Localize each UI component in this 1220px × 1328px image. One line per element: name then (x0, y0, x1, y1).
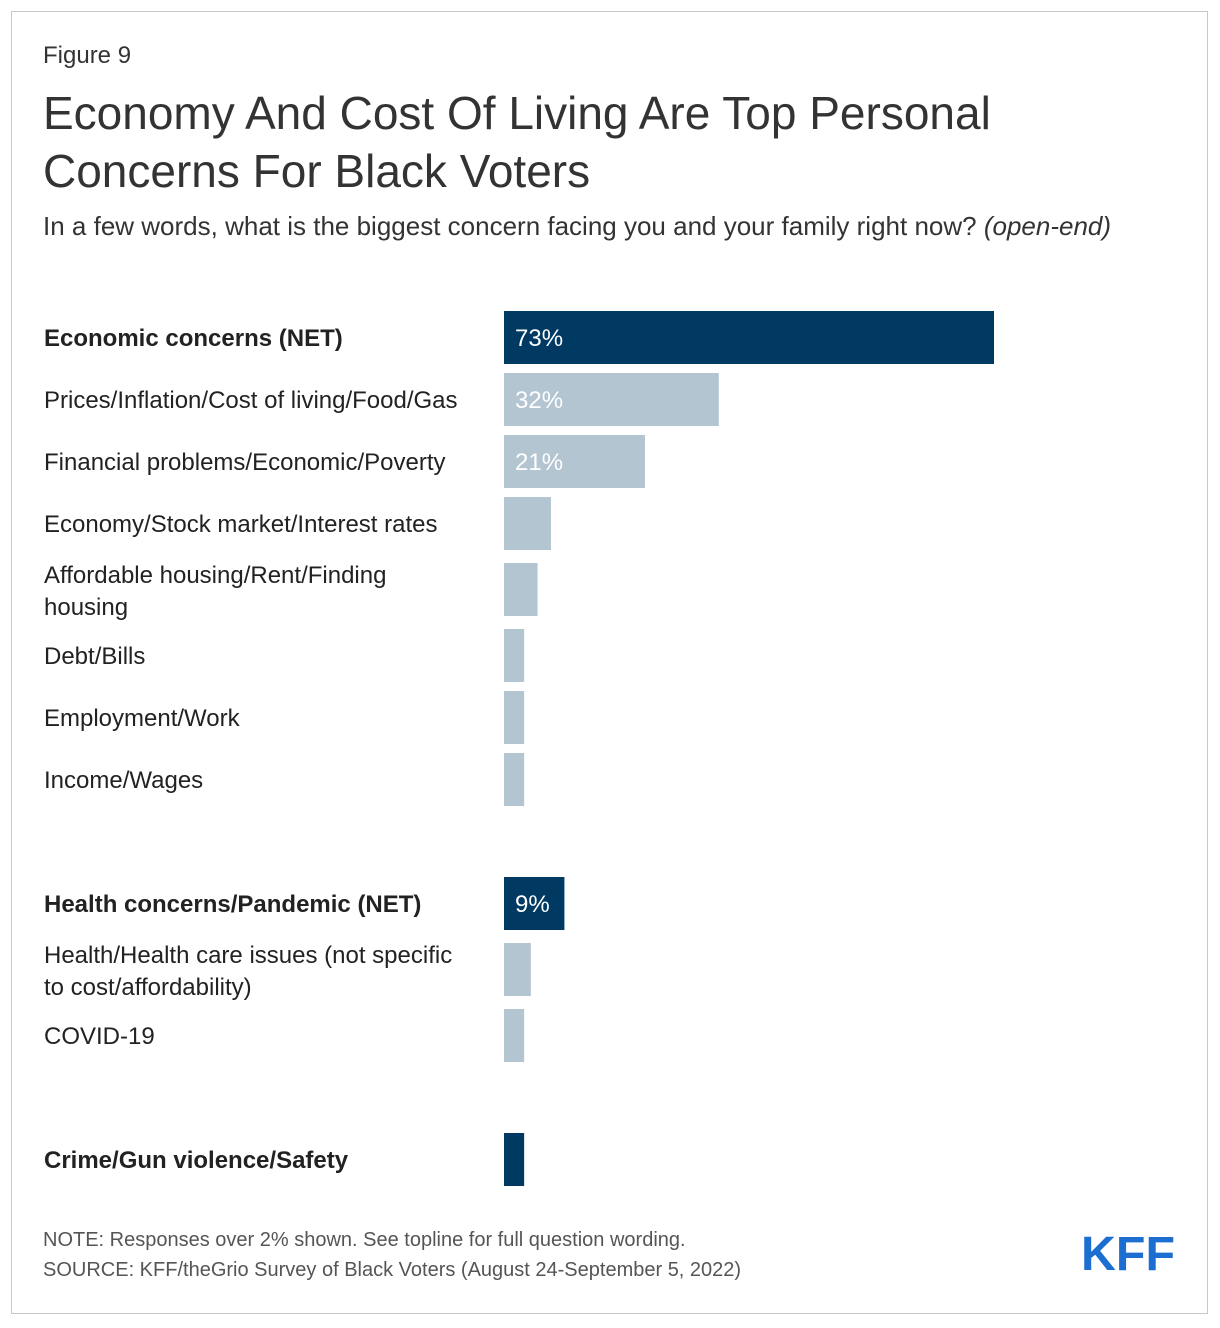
subtitle-open-end: (open-end) (983, 211, 1112, 241)
bar-net (504, 877, 565, 930)
bar (504, 943, 531, 996)
category-label: Economy/Stock market/Interest rates (44, 511, 437, 538)
kff-logo-text: KFF (1081, 1230, 1175, 1274)
bar (504, 373, 719, 426)
bar (504, 435, 645, 488)
category-label-net: Health concerns/Pandemic (NET) (44, 891, 421, 918)
kff-logo: KFF (1081, 1230, 1175, 1274)
bar (504, 753, 525, 806)
bar-value-label: 9% (515, 891, 550, 918)
category-label-net: Economic concerns (NET) (44, 325, 343, 352)
bar-value-label: 21% (515, 449, 563, 476)
figure-label: Figure 9 (43, 42, 132, 69)
chart-source: SOURCE: KFF/theGrio Survey of Black Vote… (43, 1259, 742, 1281)
category-label: Income/Wages (44, 767, 203, 794)
bar-value-label: 32% (515, 387, 563, 414)
category-label-net: Crime/Gun violence/Safety (44, 1147, 349, 1174)
bar-value-label: 73% (515, 325, 563, 352)
bar (504, 563, 538, 616)
chart-note: NOTE: Responses over 2% shown. See topli… (43, 1229, 686, 1251)
bar (504, 497, 551, 550)
chart-subtitle: In a few words, what is the biggest conc… (43, 209, 1163, 243)
category-label: Affordable housing/Rent/Finding housing (44, 562, 386, 621)
bar (504, 691, 525, 744)
chart-title: Economy And Cost Of Living Are Top Perso… (43, 87, 991, 197)
category-label: COVID-19 (44, 1023, 155, 1050)
figure-frame (11, 11, 1208, 1314)
category-label: Financial problems/Economic/Poverty (44, 449, 446, 476)
bar (504, 629, 525, 682)
bar-net (504, 1133, 525, 1186)
category-label: Debt/Bills (44, 643, 145, 670)
subtitle-question: In a few words, what is the biggest conc… (43, 211, 977, 241)
category-label: Employment/Work (44, 705, 241, 732)
category-label: Prices/Inflation/Cost of living/Food/Gas (44, 387, 458, 414)
bar (504, 1009, 525, 1062)
category-label: Health/Health care issues (not specific t… (44, 942, 452, 1001)
bar-net (504, 311, 994, 364)
